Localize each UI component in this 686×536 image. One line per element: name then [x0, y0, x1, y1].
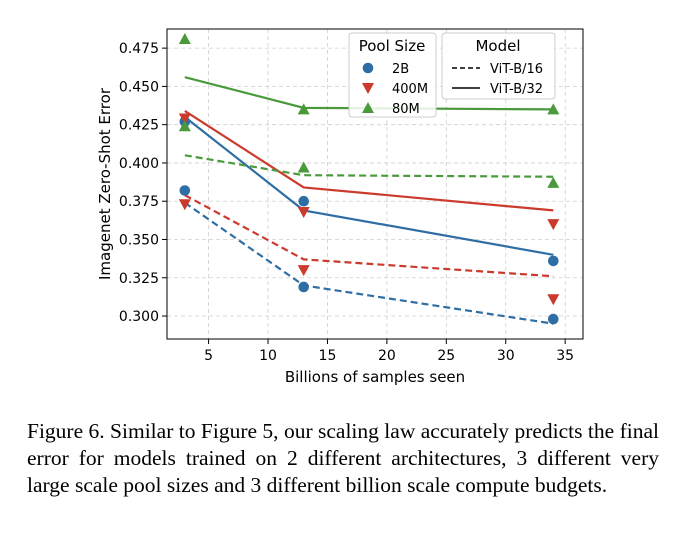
legend-label-80m: 80M [392, 102, 420, 117]
legend-label-model: ViT-B/32 [490, 82, 543, 97]
y-tick-label: 0.350 [119, 232, 159, 248]
y-tick-label: 0.450 [119, 79, 159, 95]
legend-marker-80m [362, 102, 374, 113]
fit-line-2b-vit-b-32 [184, 116, 554, 256]
data-point-80m [178, 120, 191, 132]
figure-caption: Figure 6. Similar to Figure 5, our scali… [27, 419, 659, 497]
data-point-2b [547, 255, 559, 267]
legend-label-400m: 400M [392, 82, 428, 97]
y-axis-ticks: 0.300 0.325 0.350 0.375 0.400 0.425 0.450 0.475 [119, 41, 167, 325]
y-tick-label: 0.425 [119, 118, 159, 134]
legend-marker-400m [362, 83, 374, 94]
legend-marker-2b [362, 62, 374, 74]
plot-frame [166, 28, 584, 340]
x-tick-label: 15 [319, 348, 337, 364]
y-tick-label: 0.475 [119, 41, 159, 57]
fit-line-400m-vit-b-32 [184, 109, 554, 212]
legend-model-title: Model [475, 37, 520, 55]
x-tick-label: 5 [204, 348, 213, 364]
x-tick-label: 30 [497, 348, 515, 364]
fit-line-400m-vit-b-16 [184, 194, 554, 278]
data-point-400m [178, 199, 191, 211]
data-point-80m [547, 176, 560, 188]
y-tick-label: 0.325 [119, 271, 159, 287]
y-tick-label: 0.375 [119, 194, 159, 210]
data-point-400m [547, 294, 560, 306]
legend-pool-title: Pool Size [359, 37, 426, 55]
x-axis-title: Billions of samples seen [285, 368, 465, 386]
legend-pool-size: Pool Size 2B 400M 80M [348, 32, 437, 118]
y-tick-label: 0.400 [119, 156, 159, 172]
data-point-2b [547, 313, 559, 325]
data-point-80m [297, 161, 310, 173]
x-tick-label: 10 [259, 348, 277, 364]
data-point-400m [178, 113, 191, 125]
data-point-2b [298, 195, 309, 207]
x-tick-label: 35 [556, 348, 574, 364]
y-axis-title: Imagenet Zero-Shot Error [96, 87, 114, 280]
legend-pool-box [348, 32, 437, 118]
data-point-400m [547, 219, 560, 231]
data-points [178, 32, 560, 325]
data-point-80m [297, 103, 310, 115]
x-tick-label: 25 [437, 348, 455, 364]
legend-model-box [441, 32, 556, 100]
x-axis-ticks: 5 10 15 20 25 30 35 [204, 339, 574, 364]
legend-label-2b: 2B [392, 62, 409, 77]
scaling-law-chart: 5 10 15 20 25 30 35 0.3000.3250.3500.3750.4000… [96, 28, 584, 386]
data-point-80m [178, 32, 191, 44]
data-point-400m [297, 265, 310, 277]
data-point-80m [547, 103, 560, 115]
legend-label-model: ViT-B/16 [490, 62, 543, 77]
data-point-2b [179, 185, 191, 196]
data-point-400m [297, 206, 310, 218]
y-tick-label: 0.300 [119, 309, 159, 325]
legend-model: Model ViT-B/16 ViT-B/32 [441, 32, 556, 100]
fit-line-80m-vit-b-16 [184, 154, 554, 178]
x-tick-label: 20 [378, 348, 396, 364]
data-point-2b [298, 281, 309, 293]
